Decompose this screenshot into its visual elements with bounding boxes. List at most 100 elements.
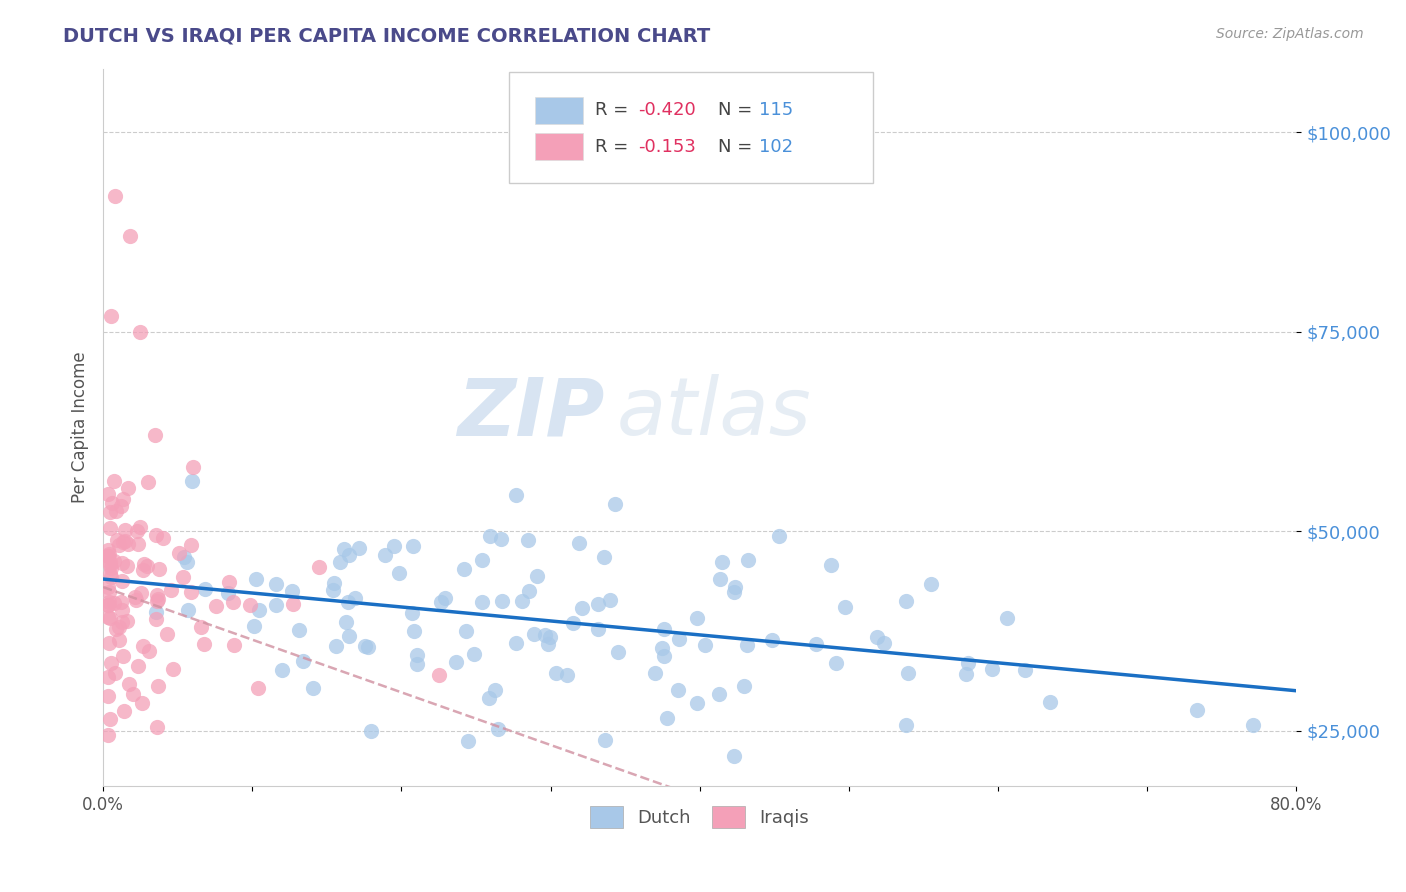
Point [709,572,731,586]
Point [176,555,198,569]
Point [406,648,429,662]
Point [97,689,120,703]
Point [264,577,287,591]
Point [98,558,121,572]
Point [112,705,135,719]
Point [655,711,678,725]
Point [98,595,121,609]
Point [686,611,709,625]
Point [723,585,745,599]
Point [471,595,494,609]
Point [110,595,132,609]
Point [360,724,382,739]
Point [190,620,212,634]
Point [337,548,360,562]
Point [457,733,479,747]
Point [177,603,200,617]
Point [132,563,155,577]
Point [239,599,262,613]
Point [561,616,583,631]
Text: R =: R = [595,101,634,120]
Point [955,666,977,681]
Point [593,732,616,747]
Point [586,598,609,612]
Point [98,521,121,535]
Point [356,640,378,654]
Point [430,595,453,609]
Point [115,558,138,573]
Point [173,549,195,564]
Point [100,657,122,671]
Point [246,681,269,695]
Point [131,696,153,710]
Point [325,639,347,653]
Point [264,598,287,612]
Point [568,536,591,550]
Point [218,575,240,590]
Point [873,636,896,650]
Point [112,492,135,507]
Point [374,548,396,562]
Point [98,611,121,625]
Point [866,630,889,644]
Point [160,582,183,597]
Point [125,592,148,607]
Point [146,588,169,602]
Point [222,595,245,609]
Point [148,562,170,576]
Text: N =: N = [717,101,758,120]
Point [181,474,204,488]
Point [111,535,134,549]
Point [737,638,759,652]
Point [322,583,344,598]
Point [825,657,848,671]
Point [122,687,145,701]
Point [107,539,129,553]
Text: 115: 115 [759,101,793,120]
Point [434,591,457,605]
Point [129,586,152,600]
Point [118,229,141,244]
Legend: Dutch, Iraqis: Dutch, Iraqis [583,798,817,835]
Point [245,572,267,586]
Point [271,663,294,677]
Point [427,668,450,682]
Point [478,691,501,706]
Point [491,594,513,608]
Point [723,580,745,594]
Point [335,615,357,629]
Point [707,687,730,701]
Point [401,606,423,620]
Point [401,539,423,553]
Point [180,585,202,599]
Point [453,562,475,576]
Point [97,580,120,594]
Point [162,663,184,677]
Point [644,665,666,680]
Point [546,665,568,680]
Point [104,503,127,517]
Point [125,524,148,538]
Point [100,560,122,574]
Point [484,683,506,698]
Point [486,722,509,736]
Point [463,647,485,661]
Point [519,584,541,599]
Point [127,537,149,551]
Point [110,499,132,513]
Point [105,533,128,547]
Point [249,603,271,617]
Point [605,497,627,511]
Point [995,611,1018,625]
Point [172,570,194,584]
Point [281,597,304,611]
Point [152,531,174,545]
Point [291,655,314,669]
Point [103,474,125,488]
Point [1039,695,1062,709]
Point [136,475,159,490]
Point [599,592,621,607]
Point [354,639,377,653]
Point [167,545,190,559]
Point [1185,703,1208,717]
